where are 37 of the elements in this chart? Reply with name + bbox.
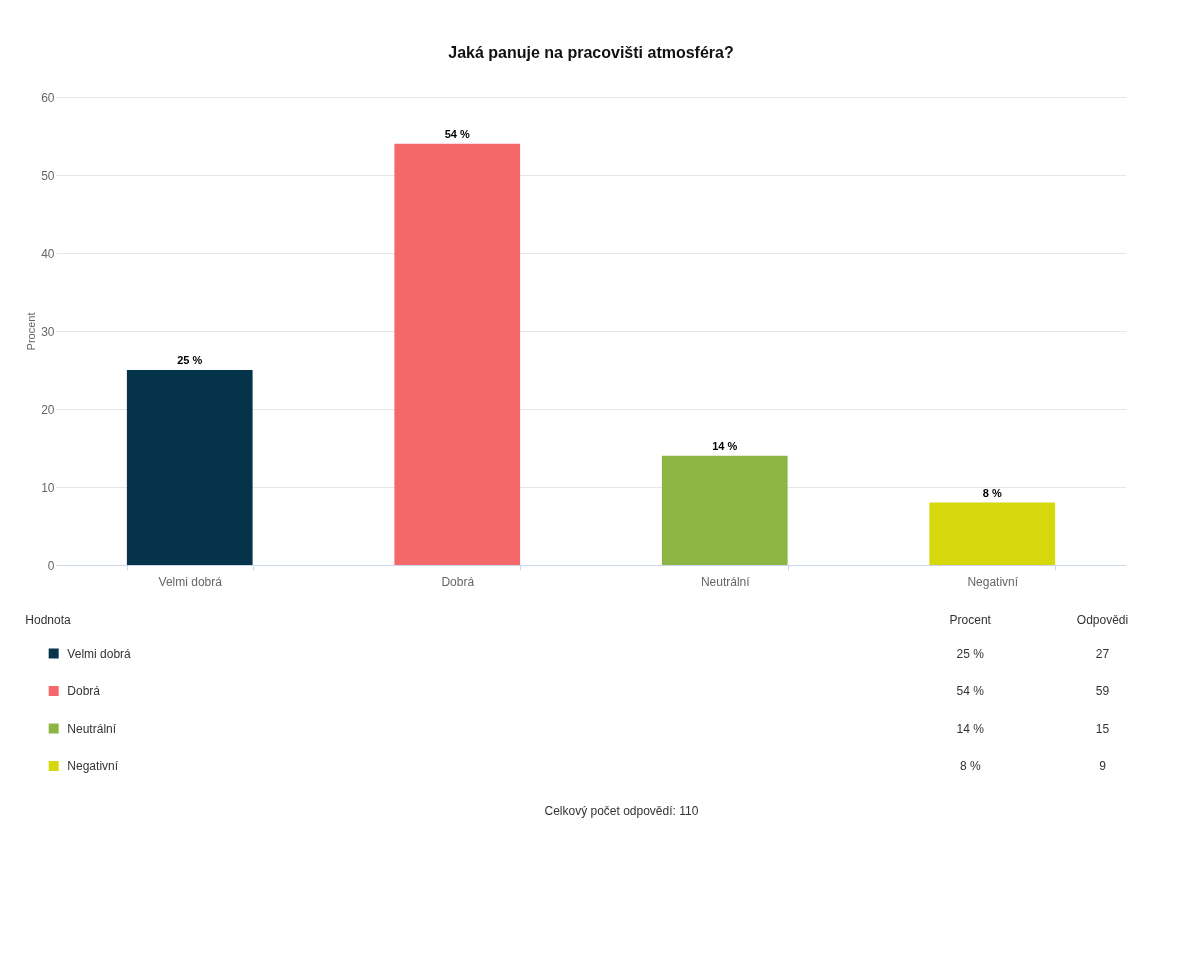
bar — [661, 455, 788, 565]
y-tick-label: 60 — [41, 90, 55, 105]
y-tick-label: 50 — [41, 168, 55, 183]
y-tick-label: 10 — [41, 480, 55, 495]
data-label: 54 % — [444, 127, 470, 140]
text: 8 % — [959, 759, 981, 773]
data-label: 14 % — [712, 439, 738, 452]
y-tick-label: 20 — [41, 402, 55, 417]
data-label: 59 — [1095, 684, 1110, 698]
data-label: 25 % — [177, 354, 203, 366]
data-label: 27 — [1095, 646, 1110, 661]
bar — [929, 502, 1056, 565]
series-label: Odpovědi — [1076, 612, 1129, 627]
bar — [394, 143, 521, 565]
y-tick-label: 0 — [47, 558, 55, 573]
y-tick-label: 40 — [41, 246, 55, 261]
bar — [126, 370, 253, 565]
category-label: Neutrální — [67, 721, 117, 736]
category-label: Dobrá — [67, 684, 101, 698]
x-tick-label: Neutrální — [700, 574, 751, 589]
x-tick-label: Negativní — [967, 574, 1019, 589]
text: Procent — [949, 612, 991, 627]
y-axis-title: Procent — [25, 312, 38, 351]
text: Hodnota — [25, 612, 71, 627]
category-label: Negativní — [67, 759, 119, 773]
data-label: 8 % — [982, 486, 1002, 499]
x-tick-label: Velmi dobrá — [158, 574, 223, 589]
data-label: 15 — [1095, 721, 1110, 736]
category-label: Velmi dobrá — [67, 646, 132, 661]
text: 54 % — [956, 684, 984, 698]
text: 14 % — [956, 721, 984, 736]
x-tick-label: Dobrá — [441, 574, 475, 589]
chart-title: Jaká panuje na pracovišti atmosféra? — [448, 44, 734, 61]
text: Celkový počet odpovědí: 110 — [544, 804, 699, 818]
text: 25 % — [956, 646, 984, 661]
y-tick-label: 30 — [41, 324, 55, 339]
data-label: 9 — [1099, 759, 1107, 773]
